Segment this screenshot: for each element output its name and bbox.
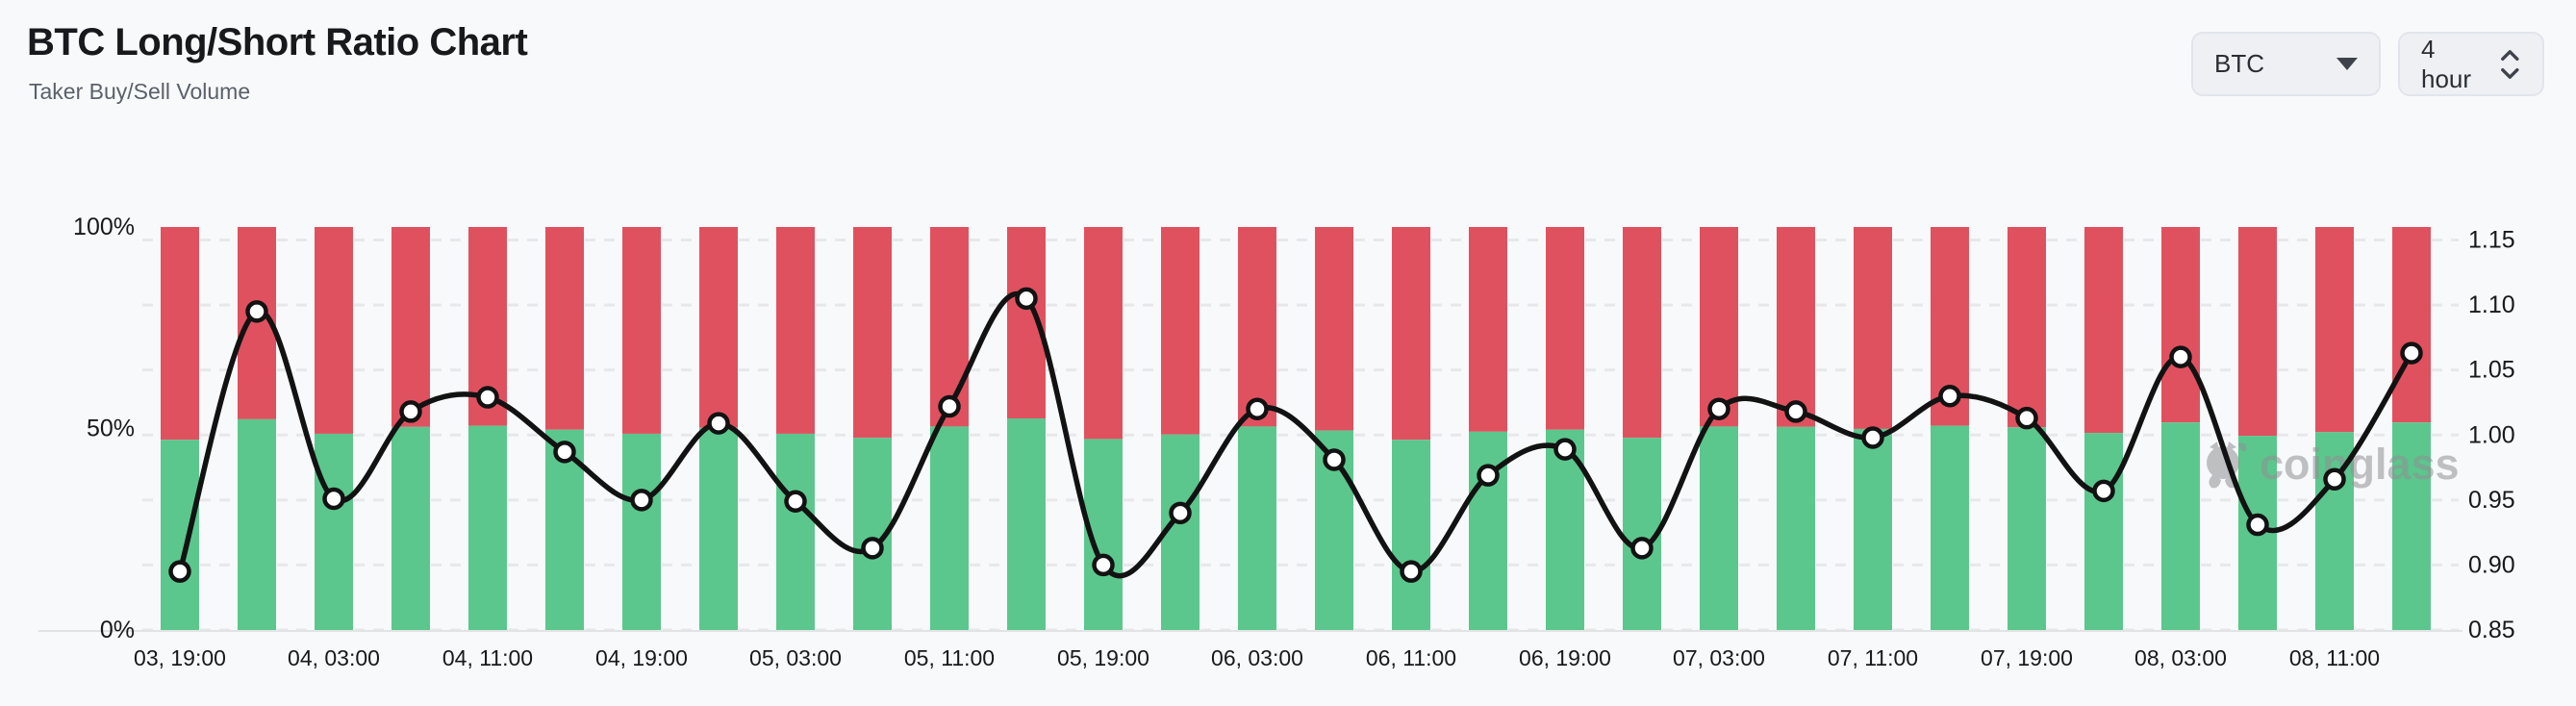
svg-text:1.15: 1.15 [2468, 227, 2515, 254]
svg-text:07, 03:00: 07, 03:00 [1673, 645, 1765, 670]
svg-text:1.00: 1.00 [2468, 421, 2515, 448]
svg-text:1.10: 1.10 [2468, 291, 2515, 318]
svg-text:05, 19:00: 05, 19:00 [1057, 645, 1149, 670]
page-title: BTC Long/Short Ratio Chart [27, 21, 528, 63]
svg-text:50%: 50% [87, 416, 135, 442]
svg-text:0.85: 0.85 [2468, 617, 2515, 643]
x-axis-labels: 03, 19:00 04, 03:00 04, 11:00 04, 19:00 05, … [134, 645, 2380, 670]
svg-text:08, 11:00: 08, 11:00 [2289, 645, 2380, 670]
svg-text:05, 11:00: 05, 11:00 [904, 645, 995, 670]
page-subtitle: Taker Buy/Sell Volume [29, 79, 251, 104]
right-axis-labels: 0.85 0.90 0.95 1.00 1.05 1.10 1.15 [2468, 227, 2515, 643]
svg-text:0.95: 0.95 [2468, 487, 2515, 514]
stacked-bars [161, 227, 2431, 630]
svg-text:0.90: 0.90 [2468, 551, 2515, 578]
gridlines [38, 239, 2462, 632]
svg-text:03, 19:00: 03, 19:00 [134, 645, 226, 670]
ratio-line-path [177, 290, 2414, 579]
svg-text:100%: 100% [73, 214, 135, 240]
interval-select-value: 4 hour [2421, 34, 2472, 93]
svg-text:08, 03:00: 08, 03:00 [2134, 645, 2227, 670]
svg-text:1.05: 1.05 [2468, 357, 2515, 384]
svg-text:04, 03:00: 04, 03:00 [288, 645, 380, 670]
symbol-select[interactable]: BTC [2191, 32, 2381, 96]
svg-text:07, 11:00: 07, 11:00 [1828, 645, 1918, 670]
svg-text:06, 11:00: 06, 11:00 [1366, 645, 1456, 670]
svg-text:06, 03:00: 06, 03:00 [1211, 645, 1303, 670]
interval-select[interactable]: 4 hour [2398, 32, 2544, 96]
svg-text:04, 19:00: 04, 19:00 [595, 645, 688, 670]
symbol-select-value: BTC [2214, 49, 2264, 78]
svg-text:0%: 0% [100, 617, 135, 643]
left-axis-labels: 0% 50% 100% [73, 214, 135, 643]
caret-down-icon [2336, 58, 2358, 70]
svg-text:05, 03:00: 05, 03:00 [749, 645, 842, 670]
svg-text:07, 19:00: 07, 19:00 [1981, 645, 2073, 670]
spinner-arrows-icon [2501, 49, 2519, 79]
svg-text:06, 19:00: 06, 19:00 [1519, 645, 1611, 670]
ratio-line-points [168, 287, 2423, 583]
svg-text:04, 11:00: 04, 11:00 [442, 645, 533, 670]
